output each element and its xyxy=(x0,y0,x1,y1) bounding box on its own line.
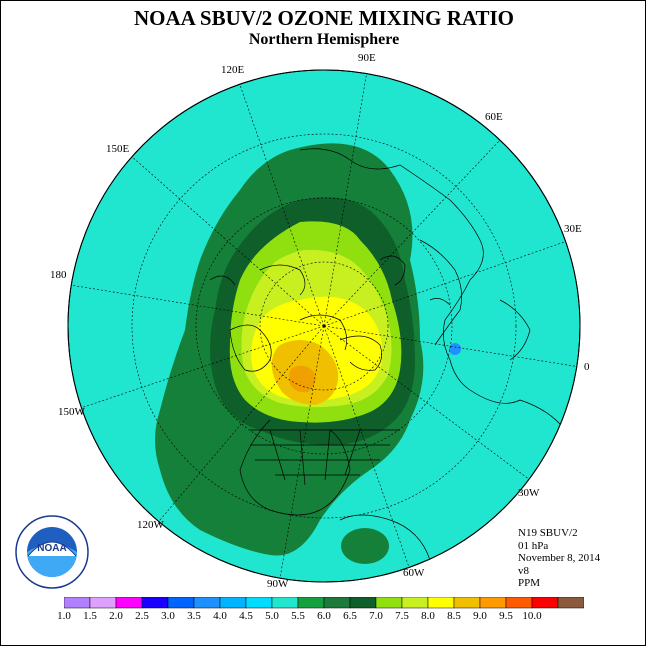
info-units: PPM xyxy=(518,577,541,589)
contour-8-5 xyxy=(288,365,316,393)
colorbar-tick-label: 9.5 xyxy=(499,610,513,622)
ozone-contours xyxy=(155,143,461,564)
info-block: N19 SBUV/2 01 hPa November 8, 2014 v8 PP… xyxy=(518,527,600,590)
colorbar-swatch xyxy=(219,597,247,609)
coastlines xyxy=(209,148,566,582)
colorbar-swatch xyxy=(64,597,91,609)
colorbar-swatch xyxy=(427,597,455,609)
colorbar-tick-label: 2.5 xyxy=(135,610,149,622)
colorbar-tick-label: 1.5 xyxy=(83,610,97,622)
map-title: NOAA SBUV/2 OZONE MIXING RATIO xyxy=(134,6,514,30)
colorbar-swatch xyxy=(193,597,221,609)
colorbar-swatch xyxy=(297,597,325,609)
info-level: 01 hPa xyxy=(518,539,549,552)
lon-label-90e: 90E xyxy=(358,52,376,64)
colorbar-tick-label: 8.5 xyxy=(447,610,461,622)
colorbar-tick-label: 9.0 xyxy=(473,610,487,622)
colorbar-swatch xyxy=(349,597,377,609)
colorbar-swatch xyxy=(531,597,559,609)
colorbar-tick-label: 5.0 xyxy=(265,610,279,622)
lon-label-180: 180 xyxy=(50,269,67,281)
lon-label-30e: 30E xyxy=(564,223,582,235)
lon-label-120e: 120E xyxy=(221,64,245,76)
colorbar-tick-label: 4.0 xyxy=(213,610,227,622)
colorbar-tick-label: 6.0 xyxy=(317,610,331,622)
info-satellite: N19 SBUV/2 xyxy=(518,527,578,539)
colorbar-tick-label: 6.5 xyxy=(343,610,357,622)
colorbar-swatch xyxy=(271,597,299,609)
colorbar-tick-label: 1.0 xyxy=(57,610,71,622)
lon-label-120w: 120W xyxy=(137,519,165,531)
colorbar-swatch xyxy=(479,597,507,609)
lon-label-150e: 150E xyxy=(106,143,130,155)
noaa-logo: NOAA xyxy=(15,515,89,589)
colorbar-swatch xyxy=(89,597,117,609)
lon-label-60e: 60E xyxy=(485,111,503,123)
colorbar-tick-label: 4.5 xyxy=(239,610,253,622)
colorbar-swatch xyxy=(323,597,351,609)
lon-label-60w: 60W xyxy=(403,567,425,579)
colorbar-tick-label: 2.0 xyxy=(109,610,123,622)
lon-label-30w: 30W xyxy=(518,487,540,499)
colorbar-swatch xyxy=(401,597,429,609)
colorbar-swatch xyxy=(245,597,273,609)
info-version: v8 xyxy=(518,564,529,577)
colorbar-swatch xyxy=(505,597,533,609)
colorbar-swatch xyxy=(375,597,403,609)
colorbar-tick-label: 3.5 xyxy=(187,610,201,622)
contour-blob xyxy=(341,528,389,564)
colorbar-swatch xyxy=(167,597,195,609)
colorbar-swatch xyxy=(141,597,169,609)
colorbar-tick-label: 5.5 xyxy=(291,610,305,622)
colorbar-swatch xyxy=(453,597,481,609)
colorbar-tick-label: 8.0 xyxy=(421,610,435,622)
lon-label-0: 0 xyxy=(584,361,590,373)
colorbar-tick-label: 3.0 xyxy=(161,610,175,622)
lon-label-90w: 90W xyxy=(267,578,289,590)
colorbar xyxy=(64,597,584,609)
colorbar-tick-label: 7.0 xyxy=(369,610,383,622)
graticule xyxy=(69,70,580,579)
colorbar-tick-label: 10.0 xyxy=(522,610,542,622)
noaa-logo-text: NOAA xyxy=(37,543,66,554)
lon-label-150w: 150W xyxy=(58,406,86,418)
colorbar-swatch xyxy=(115,597,143,609)
map-subtitle: Northern Hemisphere xyxy=(248,31,400,48)
info-date: November 8, 2014 xyxy=(518,552,601,564)
colorbar-swatch xyxy=(557,597,584,609)
map-border xyxy=(67,69,581,583)
colorbar-tick-label: 7.5 xyxy=(395,610,409,622)
contour-low-spot xyxy=(449,343,461,355)
